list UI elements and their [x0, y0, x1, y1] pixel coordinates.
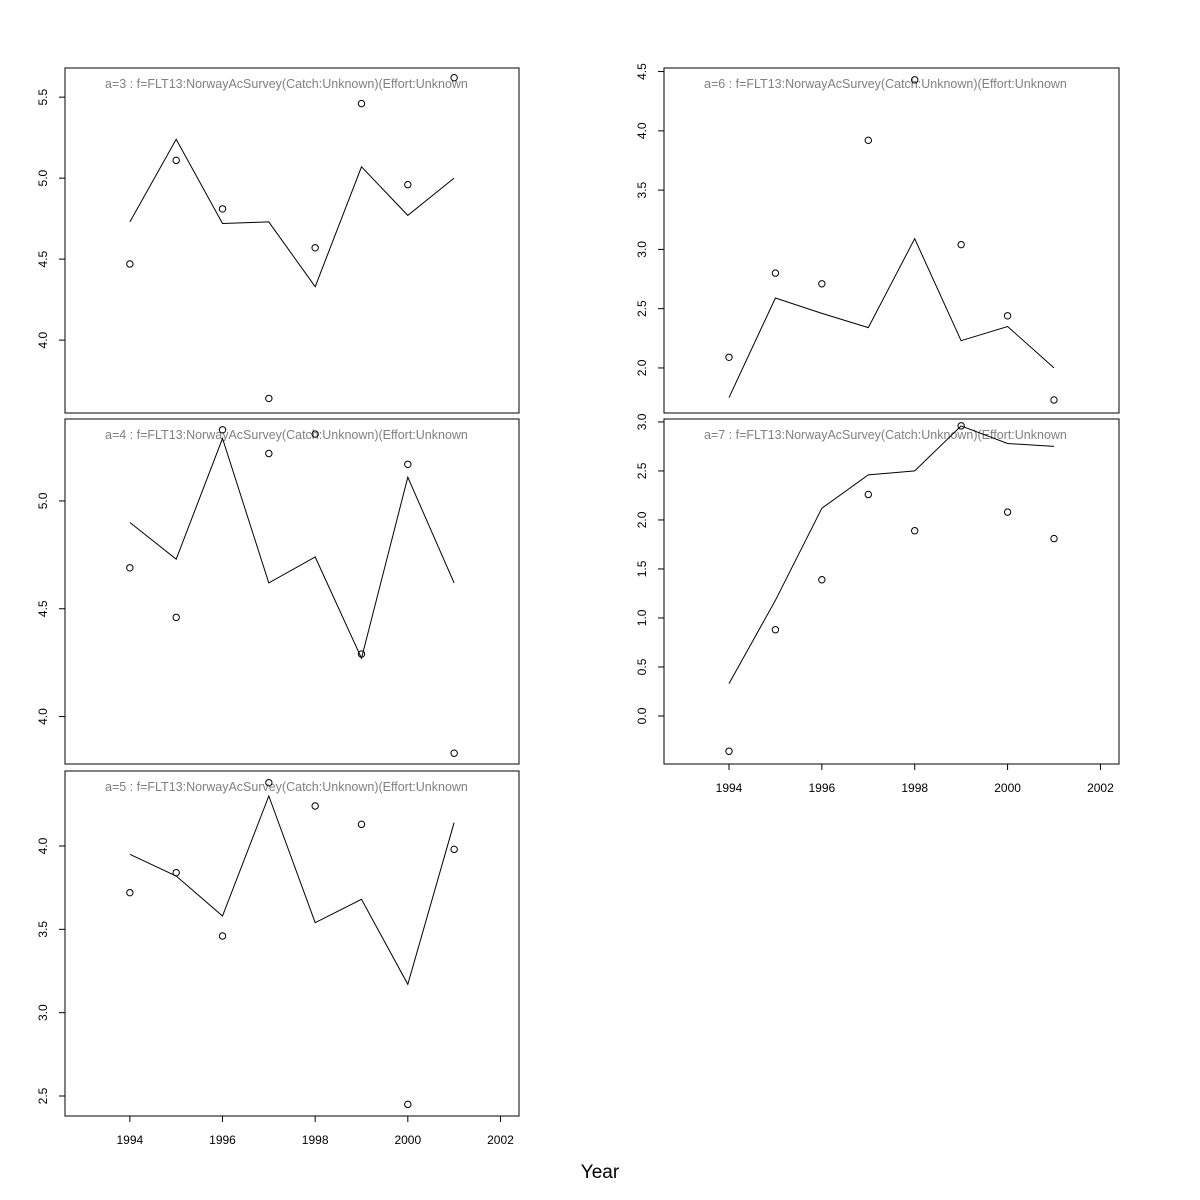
x-tick-label: 2002 [1087, 781, 1114, 795]
y-tick-label: 2.0 [635, 359, 649, 376]
data-point [864, 136, 872, 145]
y-tick-label: 4.0 [36, 331, 50, 348]
panel-frame [663, 67, 1120, 414]
x-tick-label: 1998 [901, 781, 928, 795]
x-tick-label: 1996 [209, 1133, 236, 1147]
data-point [957, 240, 965, 249]
y-tick-label: 0.5 [635, 658, 649, 675]
data-point [957, 422, 965, 430]
series-line [728, 237, 1055, 398]
data-point [771, 269, 780, 277]
data-point [818, 280, 826, 288]
y-tick-label: 3.0 [36, 1004, 50, 1021]
data-point [172, 868, 180, 877]
panel-title: a=4 : f=FLT13:NorwayAcSurvey(Catch:Unkno… [105, 428, 468, 442]
data-point [357, 820, 366, 829]
data-point [450, 74, 458, 82]
data-point [404, 180, 412, 189]
x-tick-label: 2000 [994, 781, 1021, 795]
panel-4: a=6 : f=FLT13:NorwayAcSurvey(Catch:Unkno… [635, 63, 1120, 414]
panel-3: a=5 : f=FLT13:NorwayAcSurvey(Catch:Unkno… [36, 770, 520, 1147]
series-line [129, 436, 455, 660]
data-point [265, 394, 273, 403]
data-point [1050, 534, 1058, 543]
y-tick-label: 5.0 [36, 492, 50, 509]
series-line [129, 138, 455, 288]
data-point [1050, 396, 1058, 404]
data-point [265, 449, 273, 458]
panel-2: a=4 : f=FLT13:NorwayAcSurvey(Catch:Unkno… [36, 418, 520, 765]
panel-title: a=6 : f=FLT13:NorwayAcSurvey(Catch:Unkno… [704, 77, 1067, 91]
y-tick-label: 3.0 [635, 241, 649, 258]
data-point [725, 353, 733, 361]
panel-frame [663, 418, 1120, 765]
y-tick-label: 2.0 [635, 511, 649, 528]
y-tick-label: 5.0 [36, 169, 50, 186]
data-point [126, 564, 134, 572]
data-point [771, 626, 780, 634]
y-tick-label: 1.5 [635, 560, 649, 577]
x-tick-label: 2002 [487, 1133, 514, 1147]
panel-frame [64, 770, 520, 1117]
data-point [311, 802, 319, 810]
data-point [911, 527, 919, 535]
y-tick-label: 4.5 [36, 600, 50, 617]
y-tick-label: 4.0 [635, 122, 649, 139]
data-point [864, 490, 872, 499]
data-point [172, 156, 180, 165]
data-point [218, 932, 227, 940]
y-tick-label: 5.5 [36, 88, 50, 105]
data-point [126, 888, 134, 897]
data-point [404, 460, 412, 468]
data-point [311, 430, 319, 438]
panel-5: a=7 : f=FLT13:NorwayAcSurvey(Catch:Unkno… [635, 413, 1120, 795]
panel-title: a=5 : f=FLT13:NorwayAcSurvey(Catch:Unkno… [105, 780, 468, 794]
panel-title: a=3 : f=FLT13:NorwayAcSurvey(Catch:Unkno… [105, 77, 468, 91]
y-tick-label: 2.5 [635, 462, 649, 479]
y-tick-label: 1.0 [635, 609, 649, 626]
panel-frame [64, 418, 520, 765]
x-tick-label: 1998 [302, 1133, 329, 1147]
data-point [357, 99, 366, 108]
data-point [450, 845, 458, 854]
data-point [725, 747, 733, 755]
y-tick-label: 4.0 [36, 708, 50, 725]
series-line [129, 794, 455, 986]
x-tick-label: 1994 [117, 1133, 144, 1147]
series-line [728, 425, 1055, 684]
panel-title: a=7 : f=FLT13:NorwayAcSurvey(Catch:Unkno… [704, 428, 1067, 442]
y-tick-label: 0.0 [635, 707, 649, 724]
data-point [404, 1100, 412, 1109]
y-tick-label: 3.0 [635, 413, 649, 430]
data-point [818, 576, 826, 584]
y-tick-label: 4.5 [635, 63, 649, 80]
data-point [218, 205, 227, 213]
panel-1: a=3 : f=FLT13:NorwayAcSurvey(Catch:Unkno… [36, 67, 520, 414]
y-tick-label: 4.0 [36, 837, 50, 854]
data-point [218, 426, 227, 434]
data-point [172, 613, 180, 622]
y-tick-label: 2.5 [635, 300, 649, 317]
x-tick-label: 2000 [394, 1133, 421, 1147]
y-tick-label: 3.5 [635, 181, 649, 198]
panel-frame [64, 67, 520, 414]
data-point [450, 749, 458, 757]
data-point [265, 778, 273, 787]
data-point [1003, 312, 1012, 320]
x-tick-label: 1996 [809, 781, 836, 795]
x-axis-label: Year [581, 1162, 620, 1183]
data-point [911, 76, 919, 84]
data-point [357, 650, 366, 658]
x-tick-label: 1994 [716, 781, 743, 795]
data-point [311, 244, 319, 252]
y-tick-label: 3.5 [36, 921, 50, 938]
data-point [1003, 508, 1012, 516]
y-tick-label: 4.5 [36, 250, 50, 267]
y-tick-label: 2.5 [36, 1087, 50, 1104]
data-point [126, 260, 134, 268]
